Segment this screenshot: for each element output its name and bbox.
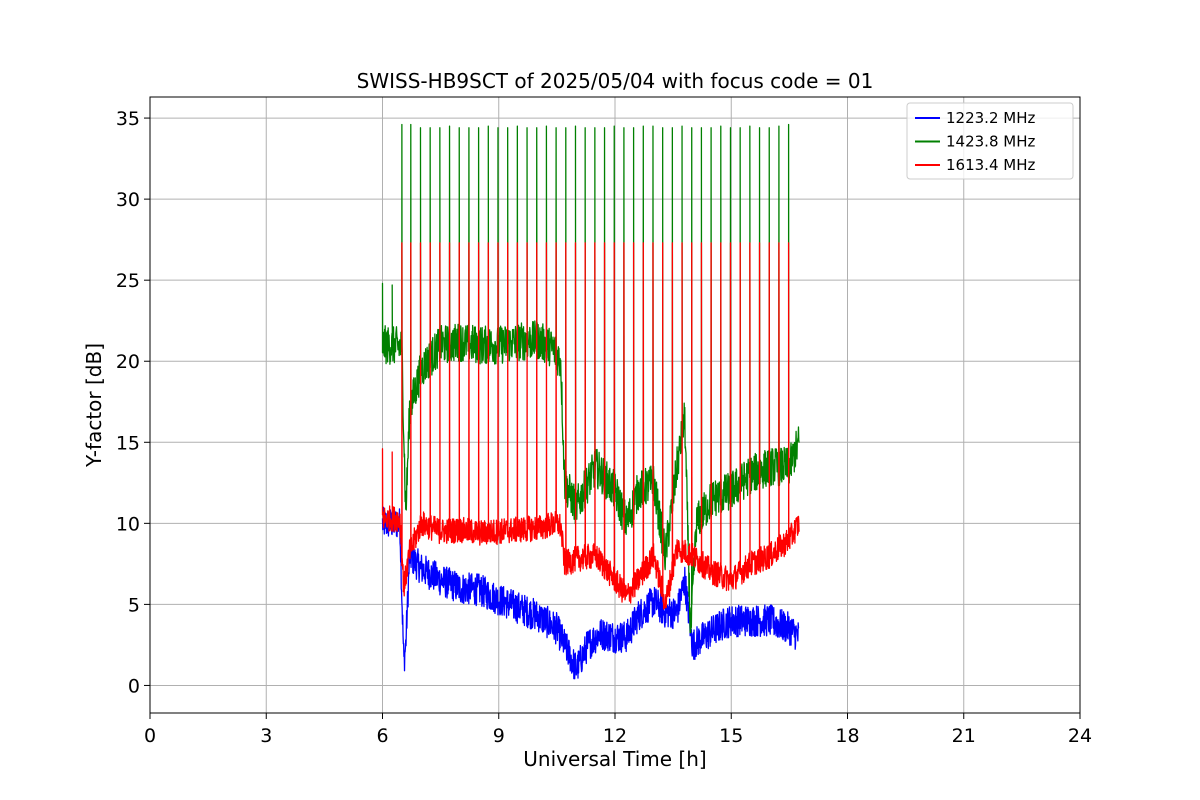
x-tick-label: 3 [260,725,272,747]
legend-box [906,102,1074,180]
legend: 1223.2 MHz 1423.8 MHz 1613.4 MHz [906,102,1074,180]
y-tick-label: 35 [116,108,140,130]
y-tick-label: 20 [116,351,140,373]
y-tick-label: 30 [116,189,140,211]
legend-label: 1613.4 MHz [946,156,1035,174]
x-tick-label: 21 [952,725,976,747]
y-tick-label: 5 [128,594,140,616]
x-tick-label: 15 [719,725,743,747]
plot-lines [381,123,800,680]
series-line [381,506,800,680]
y-tick-label: 10 [116,513,140,535]
axis-ticks: 0 3 6 9 12 15 18 21 24 0 5 10 15 20 25 30 35 [116,108,1092,747]
series-line [381,123,800,634]
chart-title: SWISS-HB9SCT of 2025/05/04 with focus co… [357,69,874,93]
x-tick-label: 18 [835,725,859,747]
y-axis-label: Y-factor [dB] [82,343,106,468]
x-axis-label: Universal Time [h] [523,747,706,771]
y-tick-label: 15 [116,432,140,454]
series-line [381,242,800,610]
y-tick-label: 0 [128,675,140,697]
legend-label: 1423.8 MHz [946,133,1035,151]
x-tick-label: 6 [376,725,388,747]
legend-label: 1223.2 MHz [946,109,1035,127]
y-tick-label: 25 [116,270,140,292]
x-tick-label: 24 [1068,725,1092,747]
x-tick-label: 0 [144,725,156,747]
x-tick-label: 12 [603,725,627,747]
x-tick-label: 9 [493,725,505,747]
